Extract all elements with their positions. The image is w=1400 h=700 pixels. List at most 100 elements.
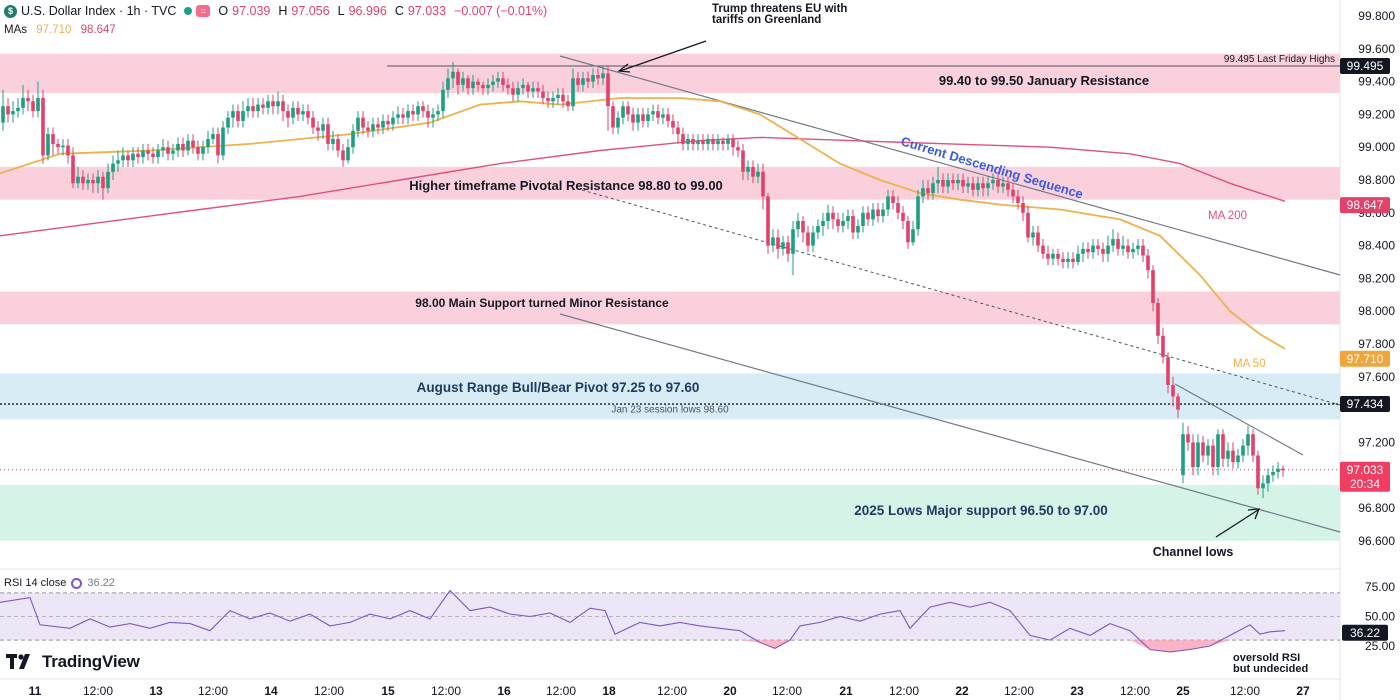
- candle-152[interactable]: [761, 163, 765, 210]
- candle-224[interactable]: [1121, 235, 1125, 256]
- candle-58[interactable]: [291, 101, 295, 125]
- candle-44[interactable]: [221, 120, 225, 161]
- candle-9[interactable]: [46, 127, 50, 161]
- candle-241[interactable]: [1206, 439, 1210, 466]
- candle-243[interactable]: [1216, 429, 1220, 476]
- candle-169[interactable]: [846, 209, 850, 230]
- candle-130[interactable]: [651, 104, 655, 121]
- candle-238[interactable]: [1191, 434, 1195, 476]
- candle-60[interactable]: [301, 104, 305, 121]
- candle-253[interactable]: [1266, 468, 1270, 492]
- candle-191[interactable]: [956, 173, 960, 190]
- candle-227[interactable]: [1136, 239, 1140, 256]
- candle-112[interactable]: [561, 88, 565, 108]
- candle-57[interactable]: [286, 104, 290, 128]
- candle-124[interactable]: [621, 101, 625, 125]
- price-tag-3[interactable]: 97.434: [1340, 396, 1390, 413]
- candle-202[interactable]: [1011, 183, 1015, 203]
- candle-65[interactable]: [326, 117, 330, 151]
- candle-204[interactable]: [1021, 196, 1025, 221]
- descending-trendline[interactable]: [559, 55, 1341, 276]
- zone-4[interactable]: [0, 485, 1340, 541]
- candle-201[interactable]: [1006, 176, 1010, 197]
- candle-182[interactable]: [911, 221, 915, 246]
- candle-181[interactable]: [906, 216, 910, 249]
- candle-84[interactable]: [421, 101, 425, 118]
- candle-91[interactable]: [456, 68, 460, 95]
- candle-47[interactable]: [236, 104, 240, 128]
- candle-245[interactable]: [1226, 442, 1230, 467]
- candle-239[interactable]: [1196, 434, 1200, 476]
- candle-25[interactable]: [126, 150, 130, 167]
- candle-100[interactable]: [501, 71, 505, 92]
- candle-34[interactable]: [171, 143, 175, 161]
- candle-68[interactable]: [341, 143, 345, 167]
- candle-101[interactable]: [506, 78, 510, 95]
- candle-43[interactable]: [216, 127, 220, 164]
- candle-46[interactable]: [231, 104, 235, 128]
- candle-48[interactable]: [241, 101, 245, 128]
- candle-177[interactable]: [886, 189, 890, 217]
- candle-155[interactable]: [776, 229, 780, 259]
- candle-95[interactable]: [476, 78, 480, 92]
- candle-66[interactable]: [331, 130, 335, 151]
- candle-110[interactable]: [551, 91, 555, 108]
- candle-153[interactable]: [766, 193, 770, 254]
- candle-107[interactable]: [536, 81, 540, 98]
- candle-223[interactable]: [1116, 232, 1120, 256]
- candle-105[interactable]: [526, 81, 530, 98]
- candle-2[interactable]: [11, 101, 15, 123]
- candle-196[interactable]: [981, 176, 985, 197]
- candle-64[interactable]: [321, 117, 325, 139]
- candle-156[interactable]: [781, 235, 785, 256]
- candle-23[interactable]: [116, 150, 120, 172]
- candle-28[interactable]: [141, 143, 145, 164]
- candle-212[interactable]: [1061, 252, 1065, 269]
- price-tag-1[interactable]: 98.647: [1340, 197, 1390, 214]
- candle-168[interactable]: [841, 212, 845, 233]
- dashed-trendline[interactable]: [581, 189, 1341, 406]
- candle-70[interactable]: [351, 124, 355, 154]
- candle-133[interactable]: [666, 107, 670, 128]
- ma-legend[interactable]: MAs 97.710 98.647: [4, 24, 116, 36]
- candle-30[interactable]: [151, 147, 155, 164]
- candle-120[interactable]: [601, 65, 605, 85]
- candle-183[interactable]: [916, 189, 920, 236]
- tradingview-logo[interactable]: TradingView: [6, 652, 140, 672]
- candle-237[interactable]: [1186, 426, 1190, 451]
- candle-20[interactable]: [101, 171, 105, 200]
- candle-31[interactable]: [156, 143, 160, 164]
- candle-90[interactable]: [451, 61, 455, 89]
- candle-109[interactable]: [546, 91, 550, 108]
- candle-19[interactable]: [96, 170, 100, 194]
- candle-149[interactable]: [746, 160, 750, 180]
- candle-17[interactable]: [86, 173, 90, 190]
- candle-162[interactable]: [811, 225, 815, 253]
- candle-5[interactable]: [26, 89, 30, 112]
- candle-188[interactable]: [941, 173, 945, 194]
- candle-122[interactable]: [611, 101, 615, 135]
- candle-13[interactable]: [66, 139, 70, 164]
- candle-29[interactable]: [146, 143, 150, 161]
- candle-18[interactable]: [91, 173, 95, 194]
- candle-81[interactable]: [406, 104, 410, 125]
- candle-116[interactable]: [581, 71, 585, 92]
- candle-106[interactable]: [531, 81, 535, 98]
- candle-222[interactable]: [1111, 229, 1115, 253]
- candle-24[interactable]: [121, 147, 125, 167]
- candle-147[interactable]: [736, 140, 740, 158]
- candle-37[interactable]: [186, 134, 190, 156]
- candle-55[interactable]: [276, 91, 280, 115]
- candle-93[interactable]: [466, 75, 470, 95]
- candle-248[interactable]: [1241, 439, 1245, 463]
- candle-102[interactable]: [511, 81, 515, 102]
- candle-11[interactable]: [56, 139, 60, 154]
- candle-165[interactable]: [826, 204, 830, 230]
- candle-225[interactable]: [1126, 239, 1130, 259]
- candle-200[interactable]: [1001, 176, 1005, 194]
- candle-211[interactable]: [1056, 248, 1060, 266]
- candle-92[interactable]: [461, 71, 465, 92]
- candle-154[interactable]: [771, 229, 775, 253]
- candle-164[interactable]: [821, 212, 825, 236]
- candle-218[interactable]: [1091, 239, 1095, 259]
